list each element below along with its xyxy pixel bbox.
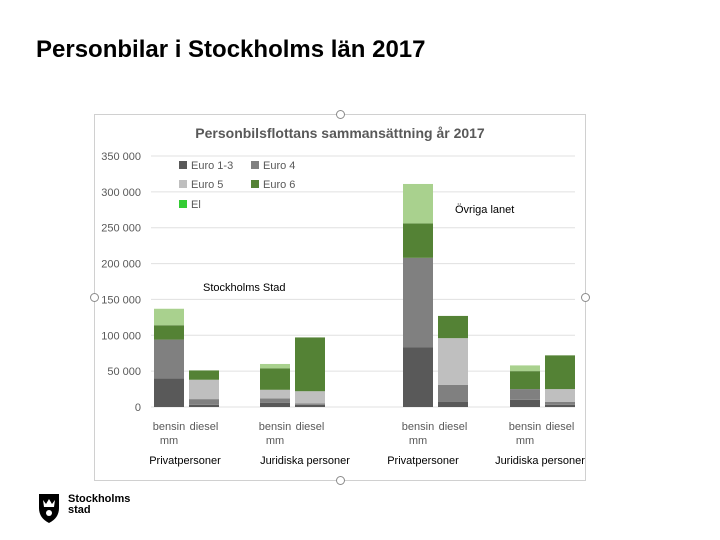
x-tick-label: diesel (546, 421, 575, 433)
bar-segment (260, 398, 290, 403)
legend-label: Euro 4 (263, 160, 295, 172)
legend-swatch (251, 180, 259, 188)
slide-title: Personbilar i Stockholms län 2017 (36, 36, 426, 63)
bar-segment (510, 371, 540, 390)
x-group-label: Privatpersoner (149, 455, 221, 467)
y-tick-label: 250 000 (101, 223, 141, 235)
bar-segment (545, 401, 575, 405)
bar-segment (295, 404, 325, 407)
x-tick-label: diesel (296, 421, 325, 433)
bar-segment (260, 402, 290, 407)
y-tick-label: 300 000 (101, 187, 141, 199)
x-tick-label: diesel (190, 421, 219, 433)
bar-segment (403, 183, 433, 224)
bar-segment (260, 363, 290, 369)
bar-segment (189, 399, 219, 405)
bar-segment (189, 379, 219, 400)
y-tick-label: 150 000 (101, 294, 141, 306)
bar-segment (403, 257, 433, 348)
bar-segment (154, 378, 184, 407)
y-tick-label: 350 000 (101, 151, 141, 163)
x-tick-label: bensin mm (153, 421, 185, 447)
region-label-ovriga: Övriga lanet (455, 204, 514, 216)
resize-handle-right[interactable] (581, 293, 590, 302)
bar-segment (510, 365, 540, 372)
bar-segment (438, 315, 468, 339)
chart: Personbilsflottans sammansättning år 201… (101, 125, 585, 467)
bar-segment (545, 355, 575, 390)
logo-text-line1: Stockholms (68, 493, 131, 505)
x-group-label: Juridiska personer (260, 455, 350, 467)
y-tick-label: 100 000 (101, 330, 141, 342)
resize-handle-left[interactable] (90, 293, 99, 302)
bar-segment (189, 370, 219, 380)
legend-label: Euro 5 (191, 179, 223, 191)
logo-text-line2: stad (68, 504, 91, 516)
bar-segment (438, 401, 468, 407)
legend-label: Euro 1-3 (191, 160, 233, 172)
legend-label: Euro 6 (263, 179, 295, 191)
bar-segment (154, 339, 184, 379)
bar-segment (154, 308, 184, 326)
legend-label: El (191, 199, 201, 211)
bar-segment (545, 404, 575, 407)
bar-segment (260, 368, 290, 390)
chart-title: Personbilsflottans sammansättning år 201… (195, 125, 485, 141)
crown-shield-icon (39, 494, 59, 523)
bar-segment (510, 399, 540, 407)
bar-segment (295, 391, 325, 404)
legend-swatch (179, 161, 187, 169)
bar-segment (189, 404, 219, 407)
bar-segment (260, 389, 290, 399)
bar-segment (403, 347, 433, 407)
x-group-label: Privatpersoner (387, 455, 459, 467)
legend-swatch (179, 200, 187, 208)
x-tick-label: bensin mm (509, 421, 541, 447)
region-label-stockholm: Stockholms Stad (203, 282, 286, 294)
bar-segment (403, 223, 433, 258)
bar-segment (510, 389, 540, 400)
stockholm-logo: Stockholms stad (36, 492, 146, 528)
bar-segment (295, 337, 325, 392)
y-tick-label: 200 000 (101, 259, 141, 271)
resize-handle-bottom[interactable] (336, 476, 345, 485)
bar-segment (295, 403, 325, 405)
bar-segment (438, 384, 468, 402)
x-tick-label: diesel (439, 421, 468, 433)
y-tick-label: 50 000 (107, 366, 141, 378)
y-tick-label: 0 (135, 402, 141, 414)
legend-swatch (251, 161, 259, 169)
chart-frame[interactable]: Personbilsflottans sammansättning år 201… (90, 110, 590, 485)
resize-handle-top[interactable] (336, 110, 345, 119)
x-group-label: Juridiska personer (495, 455, 585, 467)
x-tick-label: bensin mm (259, 421, 291, 447)
x-tick-label: bensin mm (402, 421, 434, 447)
bar-segment (545, 389, 575, 402)
bar-segment (154, 325, 184, 340)
legend-swatch (179, 180, 187, 188)
bar-segment (438, 338, 468, 385)
